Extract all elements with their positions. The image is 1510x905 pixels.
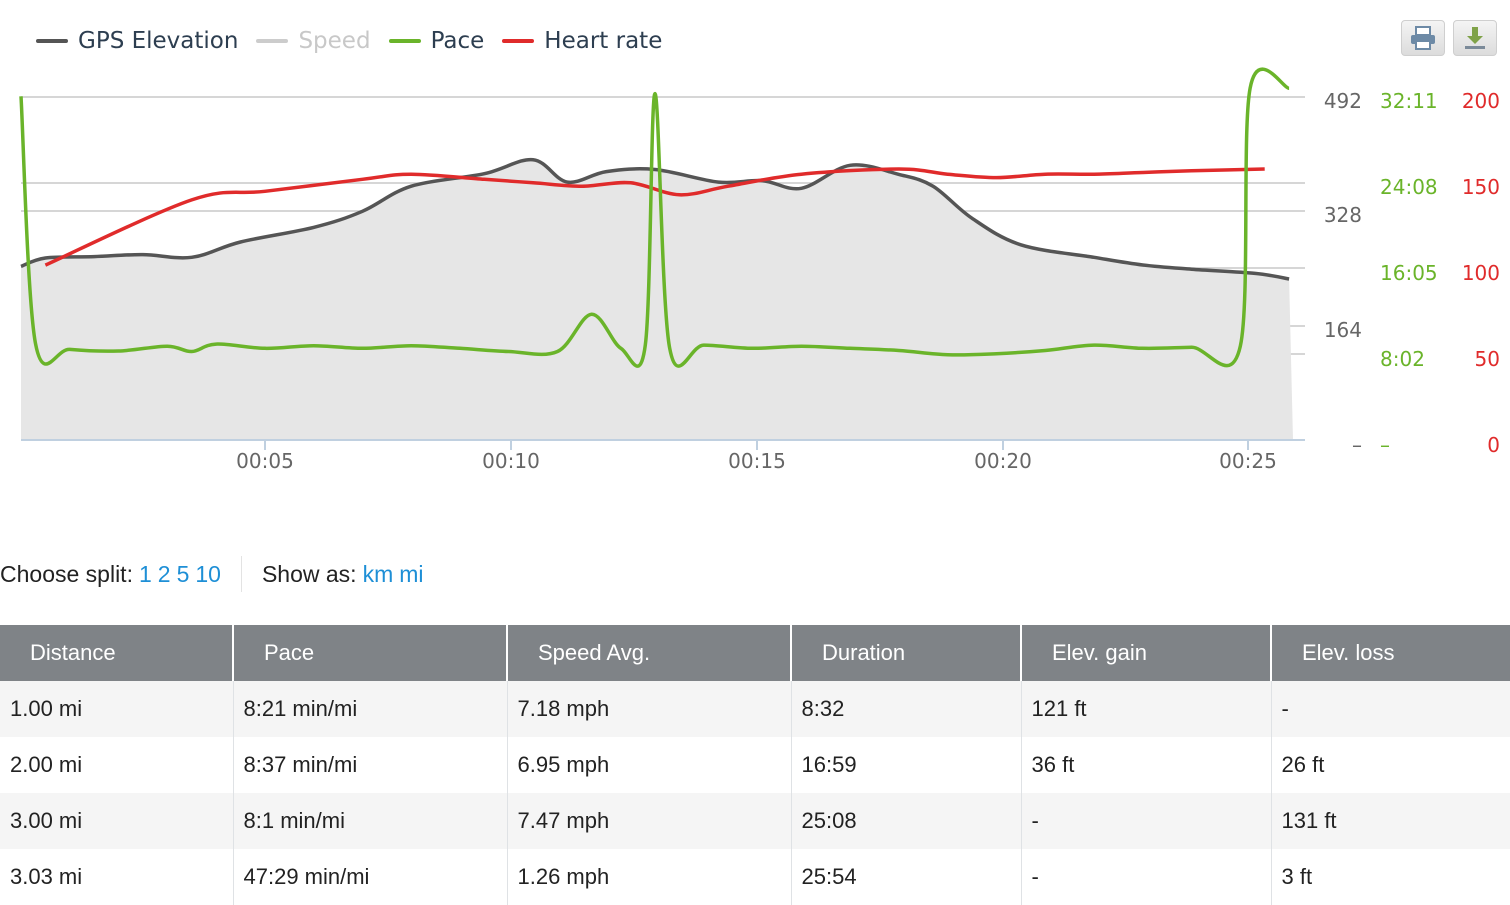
- legend-swatch-elevation: [36, 39, 68, 43]
- cell-distance: 3.03 mi: [0, 849, 234, 905]
- legend-item-heart-rate[interactable]: Heart rate: [502, 28, 662, 54]
- cell-duration: 8:32: [791, 681, 1022, 737]
- heart-rate-axis-label: 200: [1462, 89, 1500, 113]
- print-button[interactable]: [1401, 20, 1445, 56]
- heart-rate-axis-label: 150: [1462, 175, 1500, 199]
- split-option-5[interactable]: 5: [176, 560, 190, 587]
- cell-elev-gain: -: [1021, 793, 1272, 849]
- cell-elev-gain: 121 ft: [1021, 681, 1272, 737]
- cell-speed: 6.95 mph: [507, 737, 792, 793]
- cell-elev-loss: 26 ft: [1271, 737, 1510, 793]
- split-option-1[interactable]: 1: [138, 560, 152, 587]
- chart-area: GPS Elevation Speed Pace Heart rate 00:0…: [19, 20, 1500, 473]
- cell-duration: 25:54: [791, 849, 1022, 905]
- controls-divider: [240, 556, 242, 592]
- elevation-axis-label: –: [1352, 433, 1362, 457]
- unit-chooser: Show as: km mi: [262, 561, 424, 588]
- pace-axis-label: 32:11: [1380, 89, 1438, 113]
- pace-axis-label: 8:02: [1380, 347, 1425, 371]
- cell-pace: 8:1 min/mi: [233, 793, 508, 849]
- cell-pace: 8:37 min/mi: [233, 737, 508, 793]
- legend-label-speed: Speed: [298, 28, 371, 54]
- cell-pace: 47:29 min/mi: [233, 849, 508, 905]
- legend-swatch-heart-rate: [502, 39, 535, 43]
- heart-rate-axis-label: 50: [1475, 347, 1500, 371]
- pace-axis-label: –: [1380, 433, 1390, 457]
- split-controls: Choose split: 1 2 5 10 Show as: km mi: [0, 556, 424, 592]
- x-tick-label: 00:05: [236, 449, 294, 473]
- cell-elev-loss: 131 ft: [1271, 793, 1510, 849]
- cell-elev-loss: -: [1271, 681, 1510, 737]
- column-header-elev-loss[interactable]: Elev. loss: [1271, 625, 1510, 681]
- cell-pace: 8:21 min/mi: [233, 681, 508, 737]
- elevation-axis-label: 164: [1324, 318, 1362, 342]
- x-tick-label: 00:25: [1219, 449, 1277, 473]
- pace-axis-label: 24:08: [1380, 175, 1438, 199]
- heart-rate-line: [44, 167, 1265, 267]
- table-row: 2.00 mi 8:37 min/mi 6.95 mph 16:59 36 ft…: [0, 737, 1510, 793]
- elevation-area: [21, 159, 1293, 440]
- elevation-axis-label: 328: [1324, 203, 1362, 227]
- table-row: 1.00 mi 8:21 min/mi 7.18 mph 8:32 121 ft…: [0, 681, 1510, 737]
- column-header-distance[interactable]: Distance: [0, 625, 234, 681]
- splits-table: Distance Pace Speed Avg. Duration Elev. …: [0, 625, 1510, 905]
- column-header-speed-avg[interactable]: Speed Avg.: [507, 625, 792, 681]
- cell-distance: 1.00 mi: [0, 681, 234, 737]
- legend-item-elevation[interactable]: GPS Elevation: [36, 28, 238, 54]
- heart-rate-axis-label: 100: [1462, 261, 1500, 285]
- x-tick-label: 00:10: [482, 449, 540, 473]
- x-tick-label: 00:15: [728, 449, 786, 473]
- cell-duration: 16:59: [791, 737, 1022, 793]
- split-option-2[interactable]: 2: [157, 560, 171, 587]
- cell-elev-gain: -: [1021, 849, 1272, 905]
- cell-duration: 25:08: [791, 793, 1022, 849]
- chart-svg: 00:05 00:10 00:15 00:20 00:25 492 328 164 – 32:11…: [19, 67, 1500, 473]
- legend-label-heart-rate: Heart rate: [544, 28, 663, 54]
- column-header-elev-gain[interactable]: Elev. gain: [1021, 625, 1272, 681]
- pace-axis-label: 16:05: [1380, 261, 1438, 285]
- cell-speed: 7.18 mph: [507, 681, 792, 737]
- cell-elev-loss: 3 ft: [1271, 849, 1510, 905]
- legend-swatch-speed: [256, 39, 289, 43]
- unit-option-km[interactable]: km: [362, 560, 394, 587]
- cell-elev-gain: 36 ft: [1021, 737, 1272, 793]
- legend-label-elevation: GPS Elevation: [78, 28, 239, 54]
- split-chooser: Choose split: 1 2 5 10: [0, 561, 221, 588]
- printer-icon: [1411, 26, 1435, 50]
- download-icon: [1465, 27, 1485, 49]
- heart-rate-axis-label: 0: [1487, 433, 1500, 457]
- unit-option-mi[interactable]: mi: [399, 560, 424, 587]
- pace-line: [19, 67, 1290, 368]
- legend-item-pace[interactable]: Pace: [388, 28, 485, 54]
- legend-swatch-pace: [388, 39, 421, 43]
- show-as-label: Show as:: [261, 560, 357, 587]
- cell-speed: 7.47 mph: [507, 793, 792, 849]
- chart-legend: GPS Elevation Speed Pace Heart rate: [36, 28, 680, 54]
- x-tick-label: 00:20: [974, 449, 1032, 473]
- elevation-axis-label: 492: [1324, 89, 1362, 113]
- split-label: Choose split:: [0, 560, 133, 587]
- cell-speed: 1.26 mph: [507, 849, 792, 905]
- download-button[interactable]: [1453, 20, 1497, 56]
- cell-distance: 2.00 mi: [0, 737, 234, 793]
- elevation-line: [20, 157, 1290, 281]
- legend-item-speed[interactable]: Speed: [256, 28, 371, 54]
- table-header-row: Distance Pace Speed Avg. Duration Elev. …: [0, 625, 1510, 681]
- table-row: 3.00 mi 8:1 min/mi 7.47 mph 25:08 - 131 …: [0, 793, 1510, 849]
- column-header-pace[interactable]: Pace: [233, 625, 508, 681]
- column-header-duration[interactable]: Duration: [791, 625, 1022, 681]
- legend-label-pace: Pace: [430, 28, 485, 54]
- split-option-10[interactable]: 10: [195, 560, 221, 587]
- cell-distance: 3.00 mi: [0, 793, 234, 849]
- table-row: 3.03 mi 47:29 min/mi 1.26 mph 25:54 - 3 …: [0, 849, 1510, 905]
